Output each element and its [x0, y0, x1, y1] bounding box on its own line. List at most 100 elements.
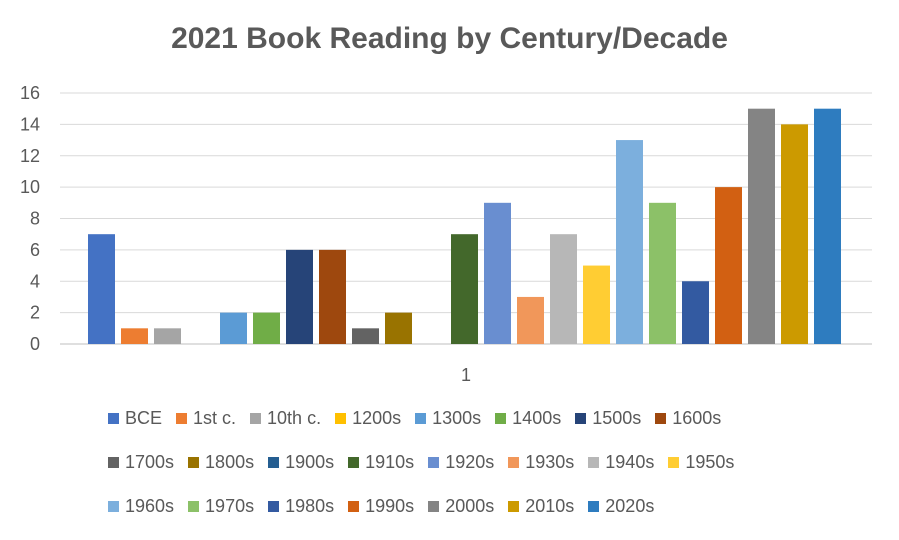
- legend-label: 1st c.: [193, 408, 237, 428]
- legend-label: 1950s: [685, 452, 735, 472]
- legend-swatch: [188, 457, 200, 468]
- legend-label: 1980s: [285, 496, 335, 516]
- legend-swatch: [335, 413, 347, 424]
- legend-label: 1940s: [605, 452, 655, 472]
- legend-item: 2020s: [588, 496, 654, 517]
- chart-legend: BCE 1st c. 10th c. 1200s 1300s 1400s 1500s 1600…: [108, 408, 828, 540]
- bar-1st-c-: [121, 328, 148, 344]
- bar-1970s: [649, 202, 676, 344]
- legend-item: 2010s: [508, 496, 574, 517]
- bar-1400s: [253, 312, 280, 344]
- bar-1990s: [715, 187, 742, 344]
- bar-1980s: [682, 281, 709, 344]
- legend-swatch: [348, 457, 360, 468]
- legend-swatch: [655, 413, 667, 424]
- bar-2010s: [781, 124, 808, 344]
- legend-label: 1700s: [125, 452, 175, 472]
- legend-item: 1st c.: [176, 408, 236, 429]
- legend-swatch: [588, 457, 600, 468]
- bar-1920s: [484, 202, 511, 344]
- legend-swatch: [250, 413, 262, 424]
- legend-item: 1700s: [108, 452, 174, 473]
- chart-plot: 0 2 4 6 8 10 12 14 16 1: [20, 83, 872, 385]
- legend-row: BCE 1st c. 10th c. 1200s 1300s 1400s 1500s 1600…: [108, 408, 828, 452]
- legend-item: 10th c.: [250, 408, 321, 429]
- bar-1600s: [319, 249, 346, 344]
- legend-swatch: [108, 457, 119, 468]
- x-axis-ticks: 1: [461, 365, 471, 385]
- bar-2020s: [814, 108, 841, 344]
- bar-10th-c-: [154, 328, 181, 344]
- bar-1700s: [352, 328, 379, 344]
- legend-item: 1900s: [268, 452, 334, 473]
- legend-swatch: [575, 413, 587, 424]
- legend-item: 1950s: [668, 452, 734, 473]
- bar-bce: [88, 234, 115, 344]
- y-axis-ticks: 0 2 4 6 8 10 12 14 16: [20, 83, 40, 354]
- legend-label: 1900s: [285, 452, 335, 472]
- legend-label: 1970s: [205, 496, 255, 516]
- legend-label: 1500s: [592, 408, 642, 428]
- legend-item: 1200s: [335, 408, 401, 429]
- legend-label: 1300s: [432, 408, 482, 428]
- legend-label: 1960s: [125, 496, 175, 516]
- legend-label: 2020s: [605, 496, 655, 516]
- bar-1930s: [517, 296, 544, 344]
- legend-swatch: [668, 457, 680, 468]
- bar-1500s: [286, 249, 313, 344]
- legend-item: 1600s: [655, 408, 721, 429]
- legend-item: 1960s: [108, 496, 174, 517]
- y-tick-label: 2: [30, 303, 40, 323]
- legend-label: 1200s: [352, 408, 402, 428]
- legend-swatch: [176, 413, 188, 424]
- y-tick-label: 14: [20, 114, 40, 134]
- legend-swatch: [428, 457, 440, 468]
- y-tick-label: 4: [30, 271, 40, 291]
- legend-swatch: [268, 457, 280, 468]
- legend-label: 2000s: [445, 496, 495, 516]
- legend-label: 1910s: [365, 452, 415, 472]
- legend-label: 1400s: [512, 408, 562, 428]
- legend-swatch: [508, 457, 520, 468]
- legend-swatch: [188, 501, 200, 512]
- legend-label: 1990s: [365, 496, 415, 516]
- legend-item: 1920s: [428, 452, 494, 473]
- y-tick-label: 12: [20, 146, 40, 166]
- legend-item: 1990s: [348, 496, 414, 517]
- bars: [88, 108, 841, 344]
- bar-1940s: [550, 234, 577, 344]
- bar-1950s: [583, 265, 610, 344]
- legend-label: 10th c.: [267, 408, 322, 428]
- legend-label: 1920s: [445, 452, 495, 472]
- y-tick-label: 0: [30, 334, 40, 354]
- bar-2000s: [748, 108, 775, 344]
- legend-row: 1700s 1800s 1900s 1910s 1920s 1930s 1940s 1950s: [108, 452, 828, 496]
- legend-item: 1400s: [495, 408, 561, 429]
- legend-item: 1980s: [268, 496, 334, 517]
- legend-label: 1600s: [672, 408, 722, 428]
- legend-item: 1930s: [508, 452, 574, 473]
- legend-item: 1910s: [348, 452, 414, 473]
- x-tick-label: 1: [461, 365, 471, 385]
- y-tick-label: 8: [30, 209, 40, 229]
- legend-label: BCE: [125, 408, 163, 428]
- legend-label: 1800s: [205, 452, 255, 472]
- legend-item: 1300s: [415, 408, 481, 429]
- legend-row: 1960s 1970s 1980s 1990s 2000s 2010s 2020s: [108, 496, 828, 540]
- legend-label: 1930s: [525, 452, 575, 472]
- legend-swatch: [428, 501, 440, 512]
- y-tick-label: 10: [20, 177, 40, 197]
- legend-item: 2000s: [428, 496, 494, 517]
- bar-1300s: [220, 312, 247, 344]
- legend-swatch: [495, 413, 507, 424]
- legend-swatch: [108, 413, 119, 424]
- y-tick-label: 6: [30, 240, 40, 260]
- bar-1800s: [385, 312, 412, 344]
- legend-swatch: [508, 501, 520, 512]
- legend-item: BCE: [108, 408, 162, 429]
- legend-item: 1940s: [588, 452, 654, 473]
- legend-item: 1800s: [188, 452, 254, 473]
- legend-swatch: [268, 501, 280, 512]
- legend-swatch: [415, 413, 427, 424]
- bar-1910s: [451, 234, 478, 344]
